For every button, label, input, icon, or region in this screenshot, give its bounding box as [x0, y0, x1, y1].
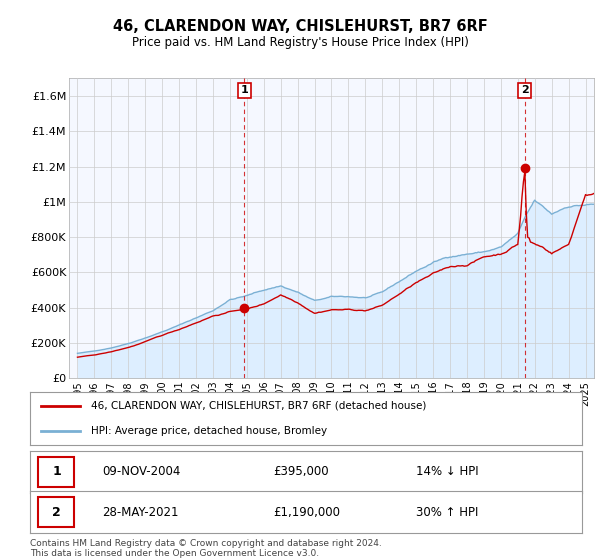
Text: 09-NOV-2004: 09-NOV-2004 — [102, 465, 180, 478]
Text: 28-MAY-2021: 28-MAY-2021 — [102, 506, 178, 519]
Text: 14% ↓ HPI: 14% ↓ HPI — [416, 465, 479, 478]
Text: 30% ↑ HPI: 30% ↑ HPI — [416, 506, 479, 519]
Text: 46, CLARENDON WAY, CHISLEHURST, BR7 6RF (detached house): 46, CLARENDON WAY, CHISLEHURST, BR7 6RF … — [91, 401, 426, 411]
Text: 2: 2 — [52, 506, 61, 519]
FancyBboxPatch shape — [38, 457, 74, 487]
Text: £395,000: £395,000 — [273, 465, 329, 478]
Text: 46, CLARENDON WAY, CHISLEHURST, BR7 6RF: 46, CLARENDON WAY, CHISLEHURST, BR7 6RF — [113, 20, 487, 34]
Text: 1: 1 — [241, 85, 248, 95]
Text: HPI: Average price, detached house, Bromley: HPI: Average price, detached house, Brom… — [91, 426, 327, 436]
Text: Price paid vs. HM Land Registry's House Price Index (HPI): Price paid vs. HM Land Registry's House … — [131, 36, 469, 49]
FancyBboxPatch shape — [38, 497, 74, 527]
Text: 2: 2 — [521, 85, 529, 95]
Text: Contains HM Land Registry data © Crown copyright and database right 2024.
This d: Contains HM Land Registry data © Crown c… — [30, 539, 382, 558]
Text: £1,190,000: £1,190,000 — [273, 506, 340, 519]
Text: 1: 1 — [52, 465, 61, 478]
